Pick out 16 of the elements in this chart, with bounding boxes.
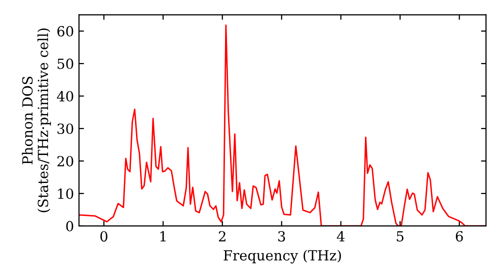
y-tick-label: 60	[57, 26, 74, 37]
x-tick-label: 6	[456, 231, 463, 242]
x-tick-label: 1	[160, 231, 166, 242]
y-tick-label: 20	[57, 156, 74, 166]
x-tick-label: 0	[100, 231, 108, 242]
y-tick-label: 50	[58, 58, 74, 70]
y-axis-title: Phonon DOS (States/THz·primitive cell)	[22, 28, 51, 212]
x-axis-title: Frequency (THz)	[224, 250, 341, 264]
x-tick-label: 5	[396, 231, 404, 242]
y-tick-label: 10	[58, 188, 74, 199]
x-tick-label: 3	[278, 231, 285, 242]
x-tick-label: 2	[218, 231, 226, 242]
y-tick-label: 0	[66, 220, 74, 232]
y-tick-label: 40	[56, 91, 74, 102]
x-tick-label: 4	[336, 231, 345, 242]
y-tick-label: 30	[58, 123, 74, 134]
